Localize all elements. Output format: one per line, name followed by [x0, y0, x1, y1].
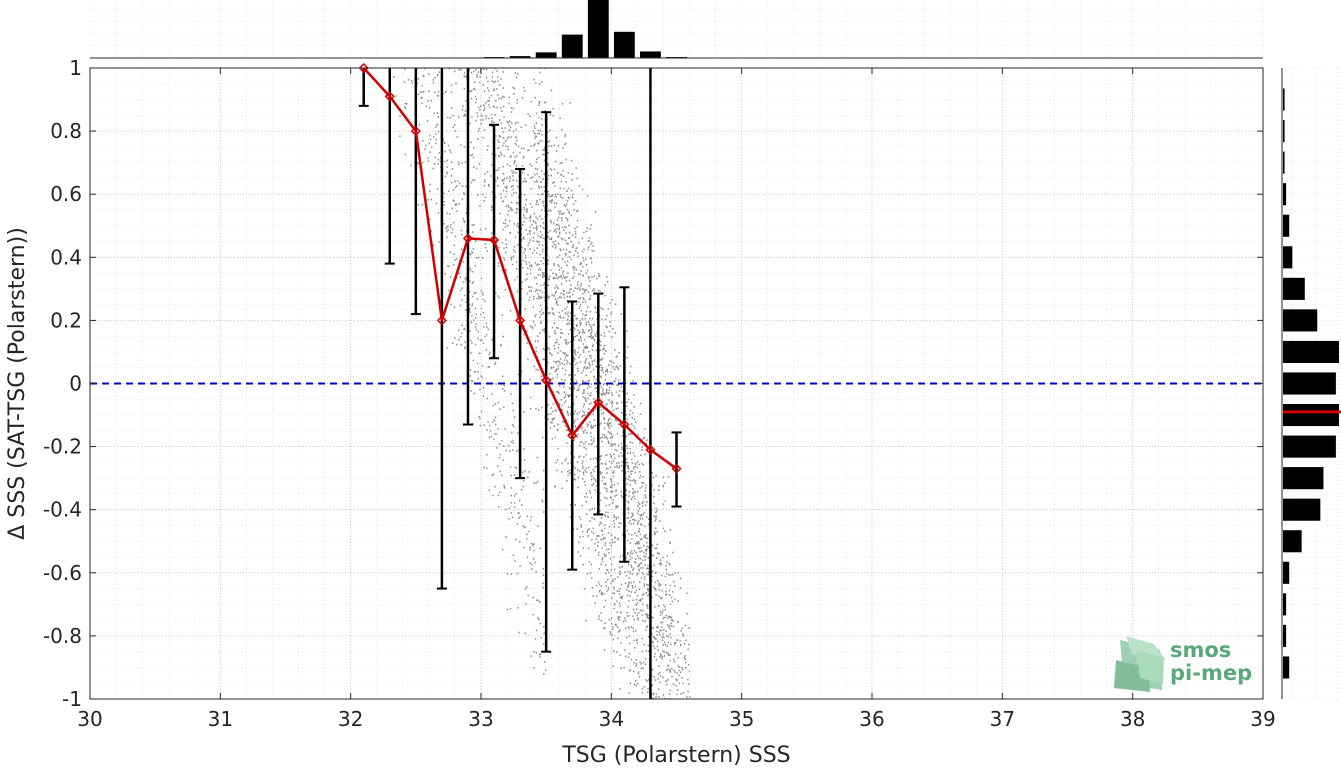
mean-marker [541, 375, 552, 386]
error-bar [358, 68, 369, 107]
right-histogram-bar [1283, 561, 1290, 584]
x-tick-label: 38 [1120, 707, 1145, 731]
right-histogram-bar [1283, 246, 1293, 269]
right-histogram-bar [1283, 214, 1290, 237]
right-histogram-bar [1283, 340, 1339, 363]
top-histogram-bar [640, 51, 661, 58]
mean-marker [410, 126, 421, 137]
y-tick-label: -0.8 [43, 624, 82, 648]
y-axis-label: Δ SSS (SAT-TSG (Polarstern)) [5, 227, 30, 540]
top-histogram-bar [561, 34, 583, 58]
x-tick-label: 36 [859, 707, 884, 731]
right-histogram-bar [1283, 88, 1285, 111]
error-bar [671, 431, 682, 508]
right-histogram-bar [1283, 277, 1305, 300]
mean-marker [488, 234, 500, 246]
y-tick-label: 0.2 [50, 308, 82, 332]
mean-marker [436, 315, 447, 326]
top-histogram-bar [509, 56, 531, 58]
logo-text-smos: smos [1170, 638, 1231, 662]
right-histogram-bar [1283, 593, 1287, 616]
error-bar [410, 68, 421, 316]
mean-marker [384, 91, 395, 102]
y-tick-label: 0 [69, 372, 82, 396]
mean-marker [671, 463, 682, 474]
mean-marker [567, 430, 578, 441]
mean-marker [593, 397, 604, 408]
right-histogram-bar [1283, 372, 1336, 395]
x-tick-label: 39 [1250, 707, 1275, 731]
top-histogram-bar [613, 31, 635, 58]
x-axis-label: TSG (Polarstern) SSS [561, 743, 790, 768]
mean-marker [619, 419, 630, 430]
logo-emblem-icon [1114, 636, 1166, 692]
right-histogram-bar [1283, 309, 1318, 332]
y-tick-label: 0.4 [50, 245, 82, 269]
error-bar [462, 68, 473, 426]
top-histogram [89, 0, 1264, 59]
logo-text-pi-mep: pi-mep [1170, 661, 1252, 685]
y-tick-label: 0.8 [50, 119, 82, 143]
right-histogram [1281, 67, 1341, 700]
scatter-points [389, 67, 691, 700]
right-histogram-bar [1283, 435, 1336, 458]
mean-marker [462, 233, 474, 244]
x-tick-label: 32 [338, 707, 363, 731]
x-tick-label: 31 [208, 707, 233, 731]
y-tick-label: -0.2 [43, 435, 82, 459]
mean-marker [358, 62, 369, 74]
error-bar [436, 68, 447, 590]
y-tick-label: 1 [69, 56, 82, 80]
x-tick-label: 33 [468, 707, 493, 731]
right-histogram-bar [1283, 467, 1324, 490]
y-tick-label: 0.6 [50, 182, 82, 206]
mean-marker [515, 315, 526, 326]
smos-pi-mep-logo: smos pi-mep [1114, 636, 1252, 692]
right-histogram-bar [1283, 183, 1287, 206]
main-plot: 30 31 32 33 34 35 36 37 38 39 -1 -0.8 -0.6 -0.4 -0.2 0… [43, 56, 1276, 731]
x-tick-label: 34 [599, 707, 624, 731]
x-tick-label: 35 [729, 707, 754, 731]
right-histogram-bar [1283, 151, 1285, 174]
y-tick-label: -0.4 [43, 498, 82, 522]
binned-mean-line [362, 67, 678, 470]
x-tick-label: 30 [77, 707, 102, 731]
y-tick-label: -1 [62, 687, 82, 711]
right-histogram-bar [1283, 404, 1339, 427]
right-histogram-bar [1283, 120, 1285, 143]
top-histogram-bar [535, 52, 557, 58]
x-tick-label: 37 [990, 707, 1015, 731]
top-histogram-bar [587, 0, 609, 58]
mean-marker [645, 444, 656, 455]
right-histogram-bar [1283, 656, 1290, 679]
right-histogram-bar [1283, 624, 1287, 647]
y-tick-label: -0.6 [43, 561, 82, 585]
right-histogram-bar [1283, 498, 1321, 521]
right-histogram-bar [1283, 530, 1302, 553]
